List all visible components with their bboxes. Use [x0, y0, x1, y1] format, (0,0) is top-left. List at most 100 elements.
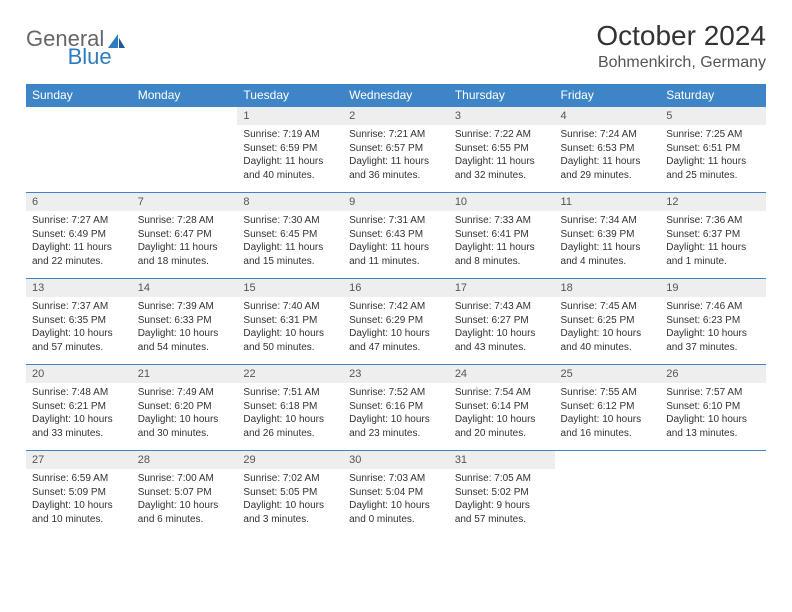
- day-number: 21: [132, 365, 238, 383]
- day-number: 12: [660, 193, 766, 211]
- weekday-header: Monday: [132, 84, 238, 107]
- day-number: 17: [449, 279, 555, 297]
- sunrise-line: Sunrise: 7:00 AM: [138, 473, 214, 484]
- day-content: Sunrise: 7:02 AMSunset: 5:05 PMDaylight:…: [237, 469, 343, 532]
- calendar-cell: [26, 107, 132, 193]
- calendar-week-row: 27Sunrise: 6:59 AMSunset: 5:09 PMDayligh…: [26, 451, 766, 537]
- day-content: Sunrise: 7:55 AMSunset: 6:12 PMDaylight:…: [555, 383, 661, 446]
- sunrise-line: Sunrise: 7:25 AM: [666, 129, 742, 140]
- daylight-line: Daylight: 11 hours and 1 minute.: [666, 242, 746, 267]
- sunrise-line: Sunrise: 7:48 AM: [32, 387, 108, 398]
- day-content: Sunrise: 7:57 AMSunset: 6:10 PMDaylight:…: [660, 383, 766, 446]
- sunrise-line: Sunrise: 7:22 AM: [455, 129, 531, 140]
- day-number: 5: [660, 107, 766, 125]
- month-title: October 2024: [596, 20, 766, 52]
- calendar-cell: 21Sunrise: 7:49 AMSunset: 6:20 PMDayligh…: [132, 365, 238, 451]
- weekday-header: Friday: [555, 84, 661, 107]
- sunrise-line: Sunrise: 7:52 AM: [349, 387, 425, 398]
- day-number: 9: [343, 193, 449, 211]
- weekday-header-row: Sunday Monday Tuesday Wednesday Thursday…: [26, 84, 766, 107]
- calendar-table: Sunday Monday Tuesday Wednesday Thursday…: [26, 84, 766, 537]
- sunrise-line: Sunrise: 7:45 AM: [561, 301, 637, 312]
- sunrise-line: Sunrise: 7:34 AM: [561, 215, 637, 226]
- daylight-line: Daylight: 11 hours and 32 minutes.: [455, 156, 535, 181]
- sunset-line: Sunset: 6:31 PM: [243, 315, 317, 326]
- sunset-line: Sunset: 6:12 PM: [561, 401, 635, 412]
- calendar-cell: 17Sunrise: 7:43 AMSunset: 6:27 PMDayligh…: [449, 279, 555, 365]
- day-number: 29: [237, 451, 343, 469]
- day-content: Sunrise: 6:59 AMSunset: 5:09 PMDaylight:…: [26, 469, 132, 532]
- calendar-cell: [660, 451, 766, 537]
- calendar-cell: 29Sunrise: 7:02 AMSunset: 5:05 PMDayligh…: [237, 451, 343, 537]
- sunset-line: Sunset: 6:47 PM: [138, 229, 212, 240]
- day-number: 28: [132, 451, 238, 469]
- calendar-cell: [132, 107, 238, 193]
- day-content: Sunrise: 7:46 AMSunset: 6:23 PMDaylight:…: [660, 297, 766, 360]
- day-content: Sunrise: 7:30 AMSunset: 6:45 PMDaylight:…: [237, 211, 343, 274]
- calendar-cell: 13Sunrise: 7:37 AMSunset: 6:35 PMDayligh…: [26, 279, 132, 365]
- day-number: 24: [449, 365, 555, 383]
- day-number: 2: [343, 107, 449, 125]
- daylight-line: Daylight: 11 hours and 18 minutes.: [138, 242, 218, 267]
- daylight-line: Daylight: 9 hours and 57 minutes.: [455, 500, 530, 525]
- calendar-cell: 11Sunrise: 7:34 AMSunset: 6:39 PMDayligh…: [555, 193, 661, 279]
- sunset-line: Sunset: 6:16 PM: [349, 401, 423, 412]
- daylight-line: Daylight: 10 hours and 3 minutes.: [243, 500, 324, 525]
- daylight-line: Daylight: 10 hours and 20 minutes.: [455, 414, 536, 439]
- sunrise-line: Sunrise: 7:30 AM: [243, 215, 319, 226]
- day-content: Sunrise: 7:39 AMSunset: 6:33 PMDaylight:…: [132, 297, 238, 360]
- day-content: Sunrise: 7:19 AMSunset: 6:59 PMDaylight:…: [237, 125, 343, 188]
- sunrise-line: Sunrise: 7:39 AM: [138, 301, 214, 312]
- daylight-line: Daylight: 11 hours and 22 minutes.: [32, 242, 112, 267]
- sunrise-line: Sunrise: 7:54 AM: [455, 387, 531, 398]
- sunset-line: Sunset: 6:51 PM: [666, 143, 740, 154]
- daylight-line: Daylight: 10 hours and 30 minutes.: [138, 414, 219, 439]
- sunset-line: Sunset: 6:45 PM: [243, 229, 317, 240]
- sunset-line: Sunset: 5:04 PM: [349, 487, 423, 498]
- sunrise-line: Sunrise: 7:27 AM: [32, 215, 108, 226]
- weekday-header: Wednesday: [343, 84, 449, 107]
- calendar-cell: 19Sunrise: 7:46 AMSunset: 6:23 PMDayligh…: [660, 279, 766, 365]
- sunset-line: Sunset: 5:07 PM: [138, 487, 212, 498]
- day-number: 26: [660, 365, 766, 383]
- sunrise-line: Sunrise: 7:42 AM: [349, 301, 425, 312]
- day-content: Sunrise: 7:34 AMSunset: 6:39 PMDaylight:…: [555, 211, 661, 274]
- sunrise-line: Sunrise: 7:19 AM: [243, 129, 319, 140]
- day-content: Sunrise: 7:51 AMSunset: 6:18 PMDaylight:…: [237, 383, 343, 446]
- day-content: Sunrise: 7:36 AMSunset: 6:37 PMDaylight:…: [660, 211, 766, 274]
- sunset-line: Sunset: 6:55 PM: [455, 143, 529, 154]
- sunrise-line: Sunrise: 7:36 AM: [666, 215, 742, 226]
- weekday-header: Saturday: [660, 84, 766, 107]
- daylight-line: Daylight: 11 hours and 36 minutes.: [349, 156, 429, 181]
- day-content: Sunrise: 7:40 AMSunset: 6:31 PMDaylight:…: [237, 297, 343, 360]
- daylight-line: Daylight: 10 hours and 54 minutes.: [138, 328, 219, 353]
- calendar-cell: 30Sunrise: 7:03 AMSunset: 5:04 PMDayligh…: [343, 451, 449, 537]
- day-content: Sunrise: 7:27 AMSunset: 6:49 PMDaylight:…: [26, 211, 132, 274]
- sunrise-line: Sunrise: 7:40 AM: [243, 301, 319, 312]
- sunset-line: Sunset: 5:09 PM: [32, 487, 106, 498]
- calendar-cell: 15Sunrise: 7:40 AMSunset: 6:31 PMDayligh…: [237, 279, 343, 365]
- calendar-cell: 18Sunrise: 7:45 AMSunset: 6:25 PMDayligh…: [555, 279, 661, 365]
- sunset-line: Sunset: 6:27 PM: [455, 315, 529, 326]
- calendar-cell: 8Sunrise: 7:30 AMSunset: 6:45 PMDaylight…: [237, 193, 343, 279]
- daylight-line: Daylight: 11 hours and 40 minutes.: [243, 156, 323, 181]
- day-content: Sunrise: 7:21 AMSunset: 6:57 PMDaylight:…: [343, 125, 449, 188]
- calendar-cell: 26Sunrise: 7:57 AMSunset: 6:10 PMDayligh…: [660, 365, 766, 451]
- sunset-line: Sunset: 6:41 PM: [455, 229, 529, 240]
- daylight-line: Daylight: 10 hours and 40 minutes.: [561, 328, 642, 353]
- sunset-line: Sunset: 6:35 PM: [32, 315, 106, 326]
- calendar-cell: 7Sunrise: 7:28 AMSunset: 6:47 PMDaylight…: [132, 193, 238, 279]
- daylight-line: Daylight: 10 hours and 13 minutes.: [666, 414, 747, 439]
- day-number: 25: [555, 365, 661, 383]
- day-content: Sunrise: 7:48 AMSunset: 6:21 PMDaylight:…: [26, 383, 132, 446]
- calendar-cell: 22Sunrise: 7:51 AMSunset: 6:18 PMDayligh…: [237, 365, 343, 451]
- sunrise-line: Sunrise: 7:24 AM: [561, 129, 637, 140]
- day-content: Sunrise: 7:43 AMSunset: 6:27 PMDaylight:…: [449, 297, 555, 360]
- day-number: 6: [26, 193, 132, 211]
- logo-word-blue: Blue: [68, 44, 112, 69]
- sunset-line: Sunset: 6:21 PM: [32, 401, 106, 412]
- calendar-cell: 4Sunrise: 7:24 AMSunset: 6:53 PMDaylight…: [555, 107, 661, 193]
- day-content: Sunrise: 7:33 AMSunset: 6:41 PMDaylight:…: [449, 211, 555, 274]
- sunset-line: Sunset: 6:20 PM: [138, 401, 212, 412]
- weekday-header: Tuesday: [237, 84, 343, 107]
